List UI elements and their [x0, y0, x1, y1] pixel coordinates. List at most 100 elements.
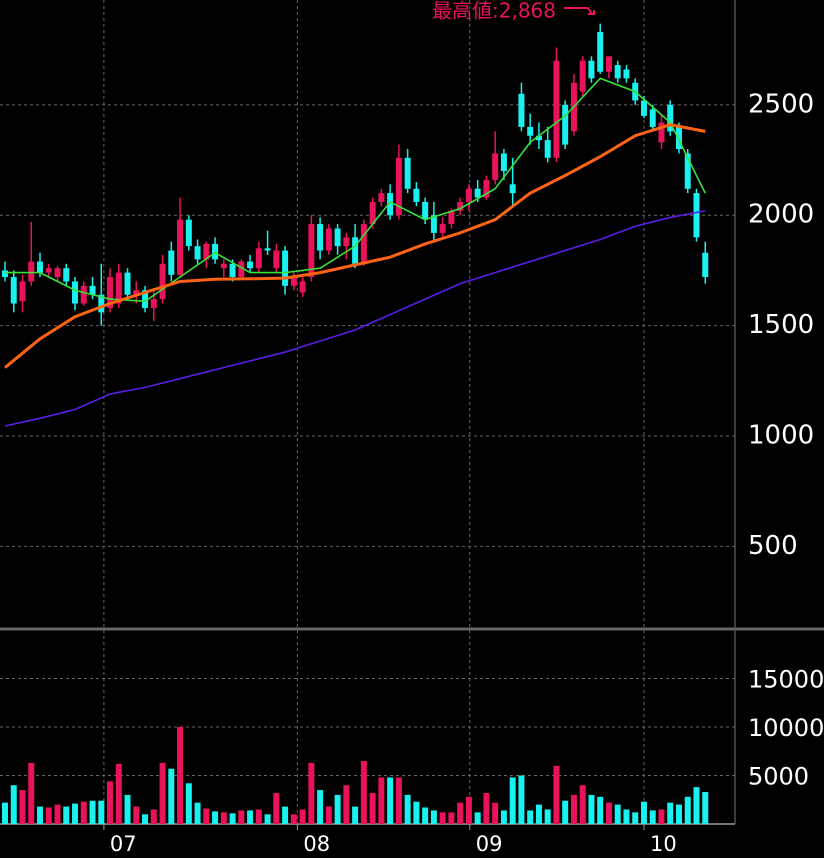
candle-body: [588, 60, 595, 79]
volume-bar: [107, 781, 114, 824]
volume-bar: [387, 777, 394, 824]
y-tick-label: 2500: [748, 89, 814, 119]
candle-body: [159, 263, 166, 300]
volume-bar: [63, 806, 70, 824]
volume-bar: [238, 810, 245, 824]
candle-body: [89, 285, 96, 295]
candle-body: [229, 263, 236, 278]
volume-bar: [317, 790, 324, 824]
volume-bar: [89, 800, 96, 824]
candle-body: [308, 224, 315, 278]
volume-bar: [535, 804, 542, 824]
candle-body: [19, 281, 26, 302]
candle-body: [605, 56, 612, 72]
volume-bar: [1, 802, 8, 824]
volume-bar: [220, 812, 227, 824]
volume-bar: [343, 785, 350, 824]
volume-bar: [98, 800, 105, 824]
volume-bar: [448, 812, 455, 824]
volume-bar: [457, 802, 464, 824]
volume-bar: [10, 785, 17, 824]
candle-body: [430, 215, 437, 233]
candle-body: [562, 104, 569, 145]
candle-body: [255, 248, 262, 269]
volume-bar: [395, 777, 402, 824]
volume-bar: [605, 802, 612, 824]
candle-body: [352, 237, 359, 264]
volume-bar: [273, 792, 280, 824]
candle-body: [579, 60, 586, 92]
volume-bar: [632, 812, 639, 824]
candle-body: [80, 285, 87, 304]
volume-bar: [439, 812, 446, 824]
candle-body: [509, 184, 516, 194]
candle-body: [413, 188, 420, 202]
candle-body: [150, 299, 157, 308]
volume-bar: [142, 814, 149, 824]
volume-bar: [247, 810, 254, 824]
volume-bar: [667, 802, 674, 824]
x-tick-label: 08: [303, 832, 330, 856]
volume-bar: [115, 763, 122, 824]
candle-body: [500, 153, 507, 172]
volume-bar: [649, 810, 656, 824]
volume-bar: [19, 790, 26, 824]
candle-body: [640, 100, 647, 116]
candle-body: [238, 261, 245, 278]
volume-bar: [45, 807, 52, 824]
volume-bar: [614, 804, 621, 824]
candle-body: [623, 69, 630, 79]
candle-body: [684, 153, 691, 189]
candle-body: [282, 250, 289, 286]
volume-bar: [54, 804, 61, 824]
volume-bar: [562, 800, 569, 824]
volume-bar: [483, 792, 490, 824]
volume-bar: [623, 809, 630, 824]
x-tick-label: 09: [476, 832, 503, 856]
candle-body: [378, 193, 385, 202]
candle-body: [387, 193, 394, 216]
volume-bar: [518, 775, 525, 824]
volume-bar: [684, 796, 691, 824]
volume-tick-label: 10000: [748, 714, 824, 742]
volume-bar: [702, 791, 709, 824]
candle-body: [142, 290, 149, 308]
candle-body: [299, 281, 306, 293]
candle-body: [675, 126, 682, 149]
candle-body: [474, 188, 481, 198]
volume-bar: [422, 807, 429, 824]
volume-bar: [492, 802, 499, 824]
candle-body: [220, 263, 227, 269]
candle-body: [10, 277, 17, 304]
volume-bar: [404, 794, 411, 824]
volume-bar: [675, 804, 682, 824]
candle-body: [290, 277, 297, 286]
volume-bar: [570, 794, 577, 824]
volume-bar: [80, 801, 87, 824]
candle-body: [614, 65, 621, 79]
candle-body: [667, 104, 674, 132]
volume-bar: [360, 760, 367, 824]
candle-body: [185, 219, 192, 247]
volume-bar: [37, 806, 44, 824]
volume-bar: [474, 812, 481, 824]
candle-body: [72, 281, 79, 304]
volume-bar: [308, 762, 315, 824]
volume-bar: [255, 809, 262, 824]
candle-body: [98, 294, 105, 313]
volume-bar: [185, 783, 192, 824]
volume-bar: [133, 806, 140, 824]
volume-bar: [588, 794, 595, 824]
volume-tick-label: 15000: [748, 666, 824, 694]
volume-bar: [430, 810, 437, 824]
candle-body: [273, 250, 280, 269]
volume-bar: [124, 794, 131, 824]
volume-bar: [168, 768, 175, 824]
candle-body: [247, 261, 254, 269]
candle-body: [317, 224, 324, 251]
y-tick-label: 1500: [748, 310, 814, 340]
candle-body: [649, 109, 656, 127]
candle-body: [693, 193, 700, 238]
candle-body: [45, 268, 52, 273]
candle-body: [597, 32, 604, 72]
